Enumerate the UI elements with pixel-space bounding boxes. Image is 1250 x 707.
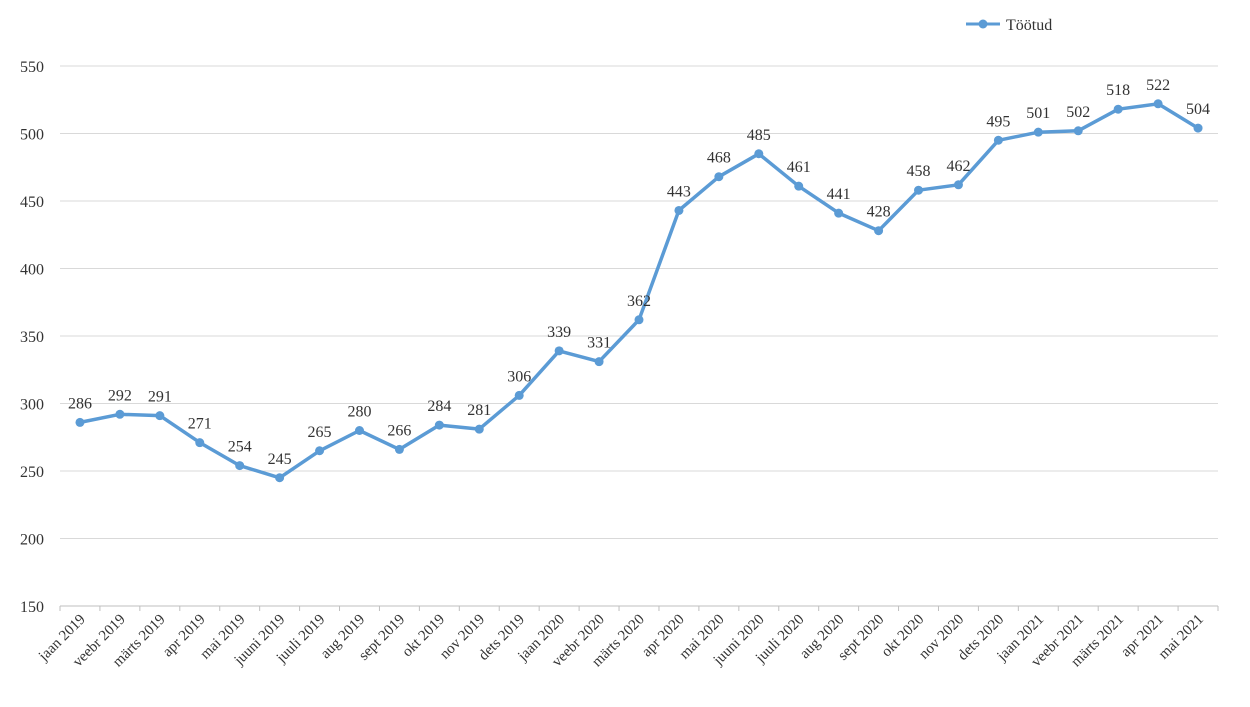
data-point (394, 444, 404, 454)
x-tick-label: mai 2021 (1156, 612, 1207, 663)
data-point (1073, 126, 1083, 136)
data-label: 502 (1066, 104, 1090, 121)
y-tick-label: 250 (20, 464, 44, 481)
data-label: 461 (787, 159, 811, 176)
data-point (1113, 104, 1123, 114)
data-point (754, 149, 764, 159)
data-label: 458 (907, 163, 931, 180)
y-tick-label: 300 (20, 397, 44, 414)
data-point (1033, 127, 1043, 137)
data-label: 462 (946, 158, 970, 175)
data-point (514, 390, 524, 400)
data-label: 522 (1146, 77, 1170, 94)
data-point (75, 417, 85, 427)
data-point (914, 185, 924, 195)
data-label: 265 (308, 424, 332, 441)
legend: Töötud (966, 17, 1052, 34)
data-point (634, 315, 644, 325)
data-point (195, 438, 205, 448)
legend-label: Töötud (1006, 17, 1052, 34)
data-point (315, 446, 325, 456)
data-point (275, 473, 285, 483)
series-layer (75, 99, 1203, 483)
data-label: 266 (387, 422, 411, 439)
data-label: 280 (347, 404, 371, 421)
data-point (115, 409, 125, 419)
series-line (78, 102, 1200, 480)
y-tick-label: 400 (20, 262, 44, 279)
data-labels: 286 292 291 271 254 245 265 280 266 284 281 306 339 3… (68, 77, 1210, 468)
data-point (953, 180, 963, 190)
data-label: 271 (188, 416, 212, 433)
data-label: 339 (547, 324, 571, 341)
y-axis-ticks: 150 200 250 300 350 400 450 500 550 (20, 59, 44, 616)
data-label: 441 (827, 186, 851, 203)
data-point (714, 172, 724, 182)
data-point (554, 346, 564, 356)
data-label: 306 (507, 368, 531, 385)
data-label: 284 (427, 398, 451, 415)
data-label: 501 (1026, 105, 1050, 122)
gridlines (60, 65, 1218, 607)
y-tick-label: 450 (20, 194, 44, 211)
data-point (155, 411, 165, 421)
y-tick-label: 350 (20, 329, 44, 346)
data-label: 292 (108, 387, 132, 404)
y-tick-label: 500 (20, 127, 44, 144)
data-label: 245 (268, 451, 292, 468)
y-tick-label: 200 (20, 532, 44, 549)
data-label: 468 (707, 150, 731, 167)
y-tick-label: 150 (20, 599, 44, 616)
data-label: 428 (867, 204, 891, 221)
data-point (235, 461, 245, 471)
legend-marker-icon (978, 19, 988, 29)
data-point (594, 357, 604, 367)
data-label: 281 (467, 402, 491, 419)
data-point (434, 420, 444, 430)
data-point (794, 181, 804, 191)
data-point (354, 426, 364, 435)
data-label: 254 (228, 439, 252, 456)
data-point (834, 208, 844, 218)
data-label: 443 (667, 183, 691, 200)
data-point (874, 226, 884, 236)
y-tick-label: 550 (20, 59, 44, 76)
data-point (674, 205, 684, 215)
data-label: 518 (1106, 82, 1130, 99)
data-label: 291 (148, 389, 172, 406)
data-label: 286 (68, 395, 92, 412)
data-point (1153, 99, 1163, 109)
data-label: 495 (986, 113, 1010, 130)
data-point (993, 135, 1003, 145)
data-label: 504 (1186, 101, 1210, 118)
data-label: 331 (587, 335, 611, 352)
data-label: 362 (627, 293, 651, 310)
data-label: 485 (747, 127, 771, 144)
data-point (1193, 123, 1203, 133)
data-point (474, 424, 484, 434)
